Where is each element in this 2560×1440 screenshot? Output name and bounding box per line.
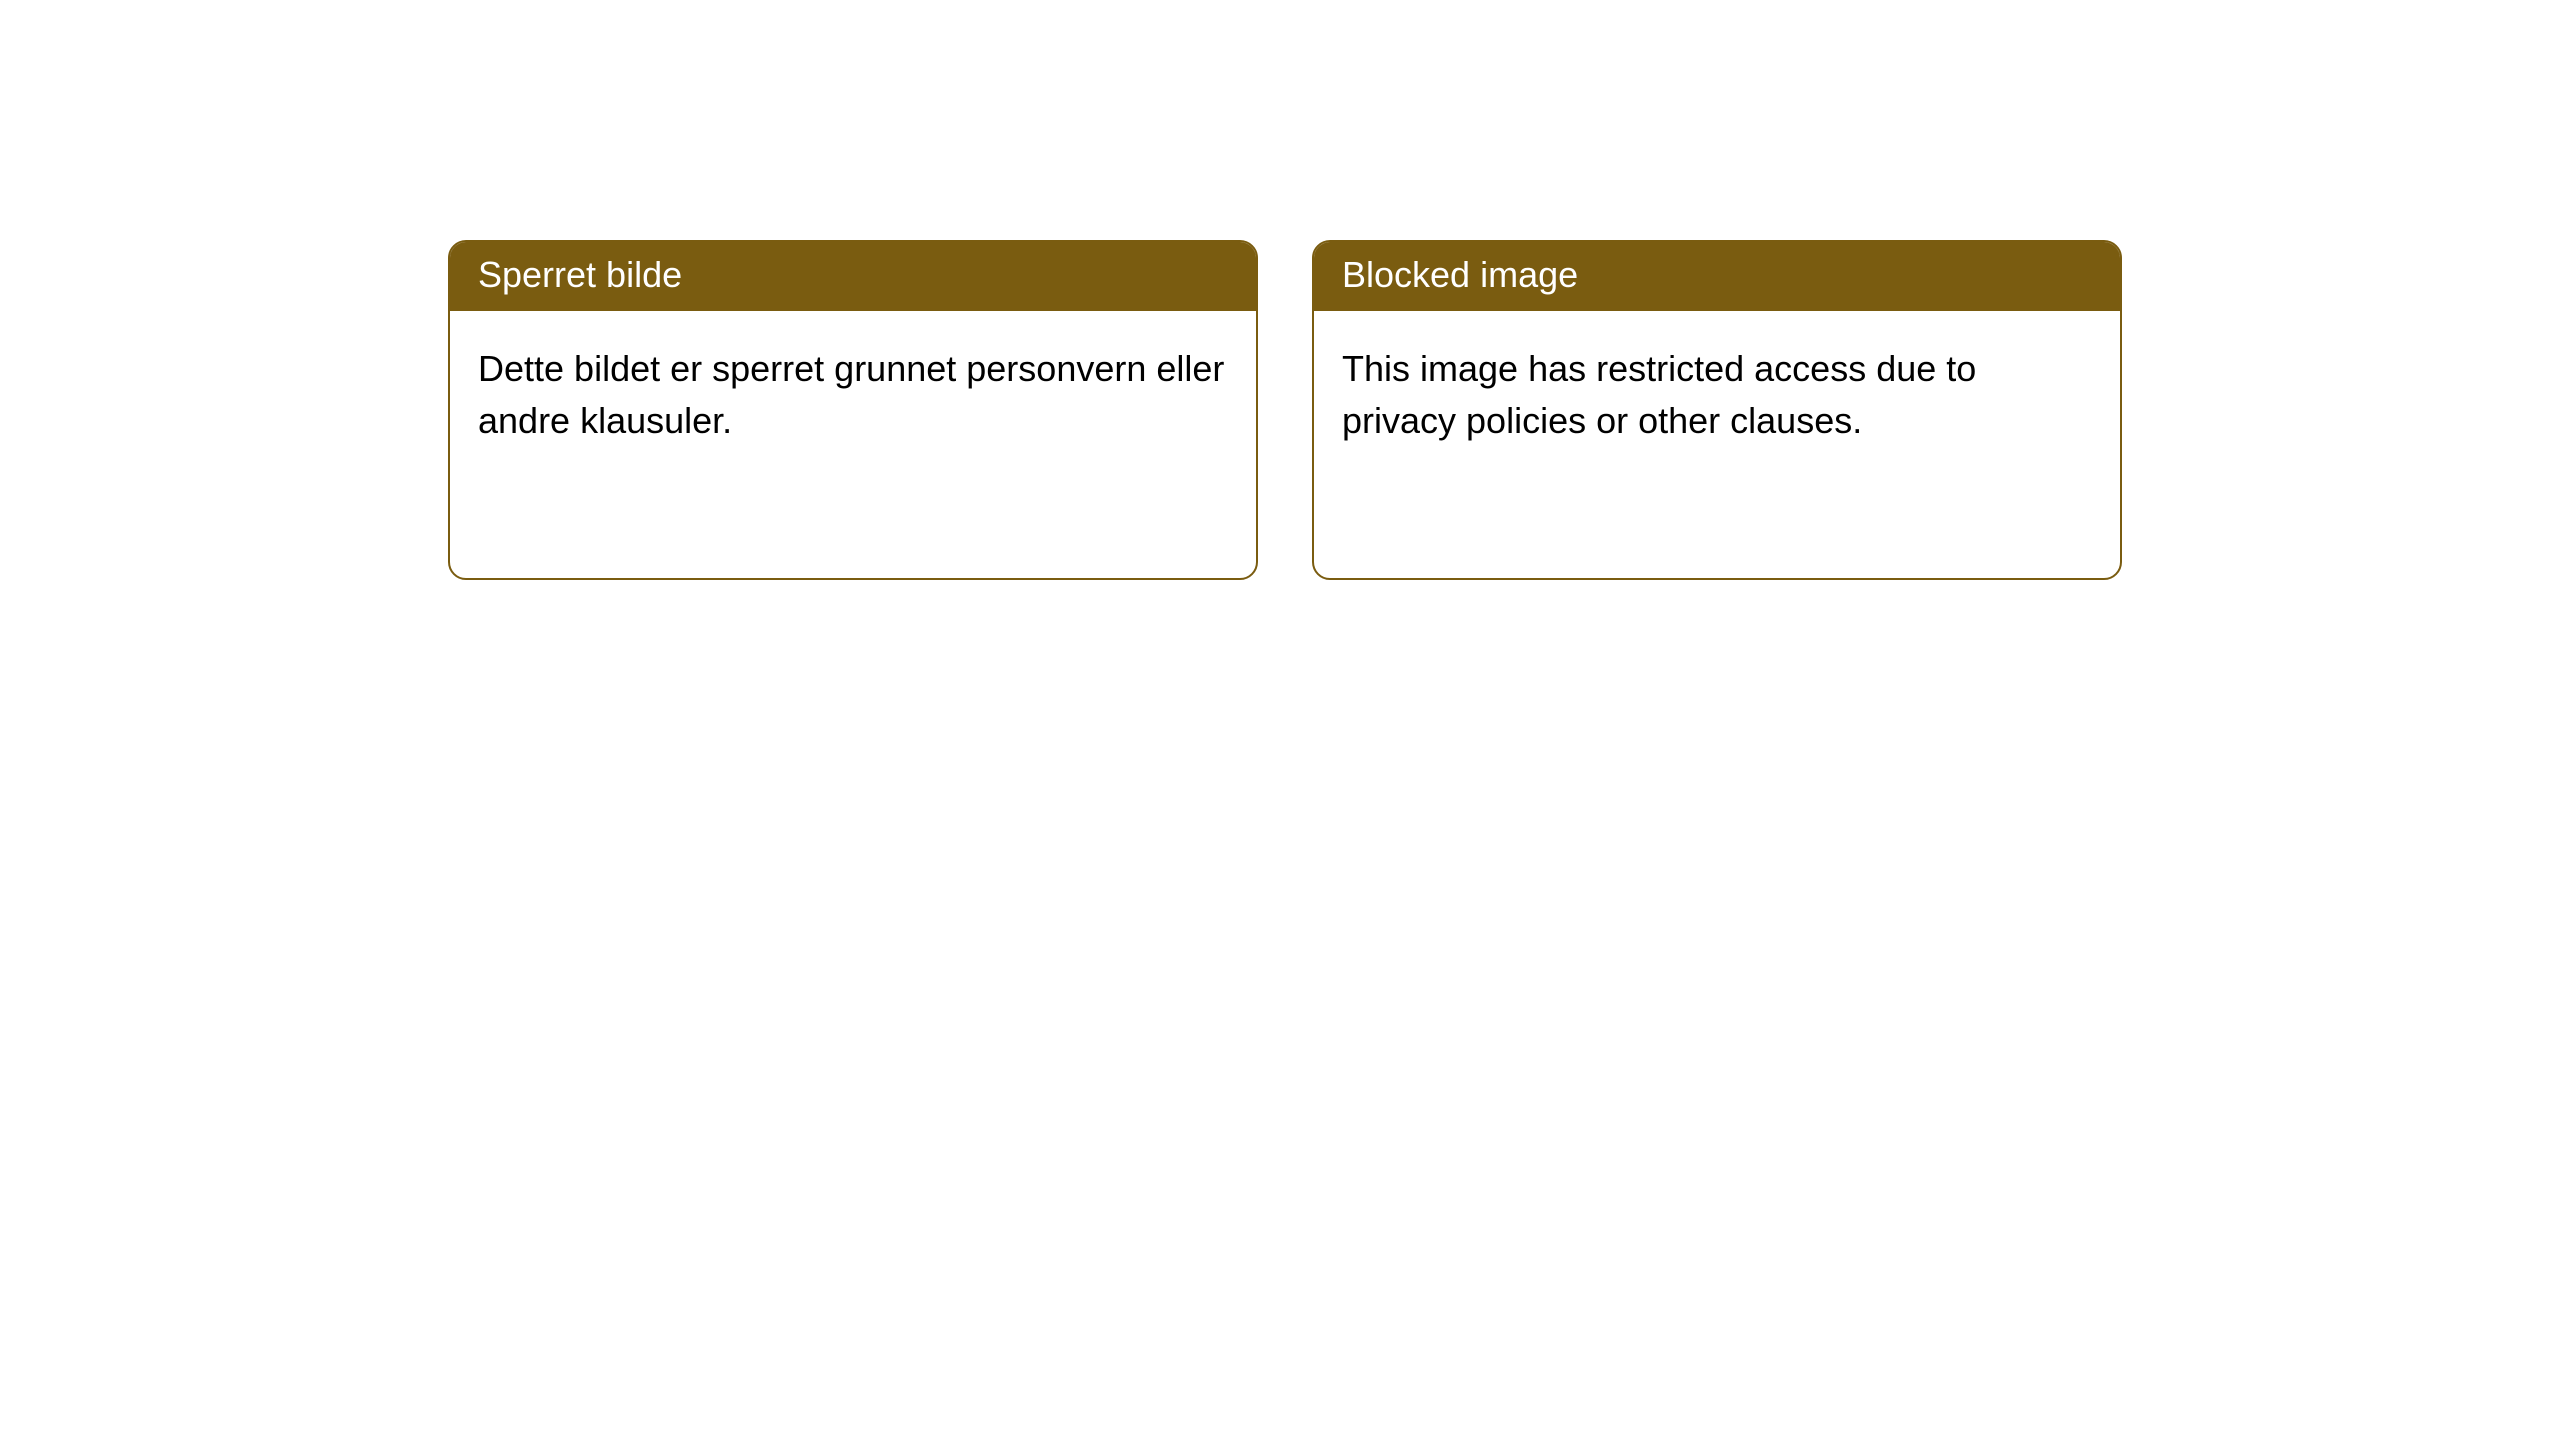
card-body: Dette bildet er sperret grunnet personve…	[450, 311, 1256, 475]
card-header: Blocked image	[1314, 242, 2120, 311]
notice-cards-container: Sperret bilde Dette bildet er sperret gr…	[0, 0, 2560, 580]
card-body-text: Dette bildet er sperret grunnet personve…	[478, 348, 1224, 441]
card-title: Blocked image	[1342, 254, 1578, 295]
notice-card-english: Blocked image This image has restricted …	[1312, 240, 2122, 580]
card-header: Sperret bilde	[450, 242, 1256, 311]
card-body-text: This image has restricted access due to …	[1342, 348, 1976, 441]
notice-card-norwegian: Sperret bilde Dette bildet er sperret gr…	[448, 240, 1258, 580]
card-title: Sperret bilde	[478, 254, 682, 295]
card-body: This image has restricted access due to …	[1314, 311, 2120, 475]
